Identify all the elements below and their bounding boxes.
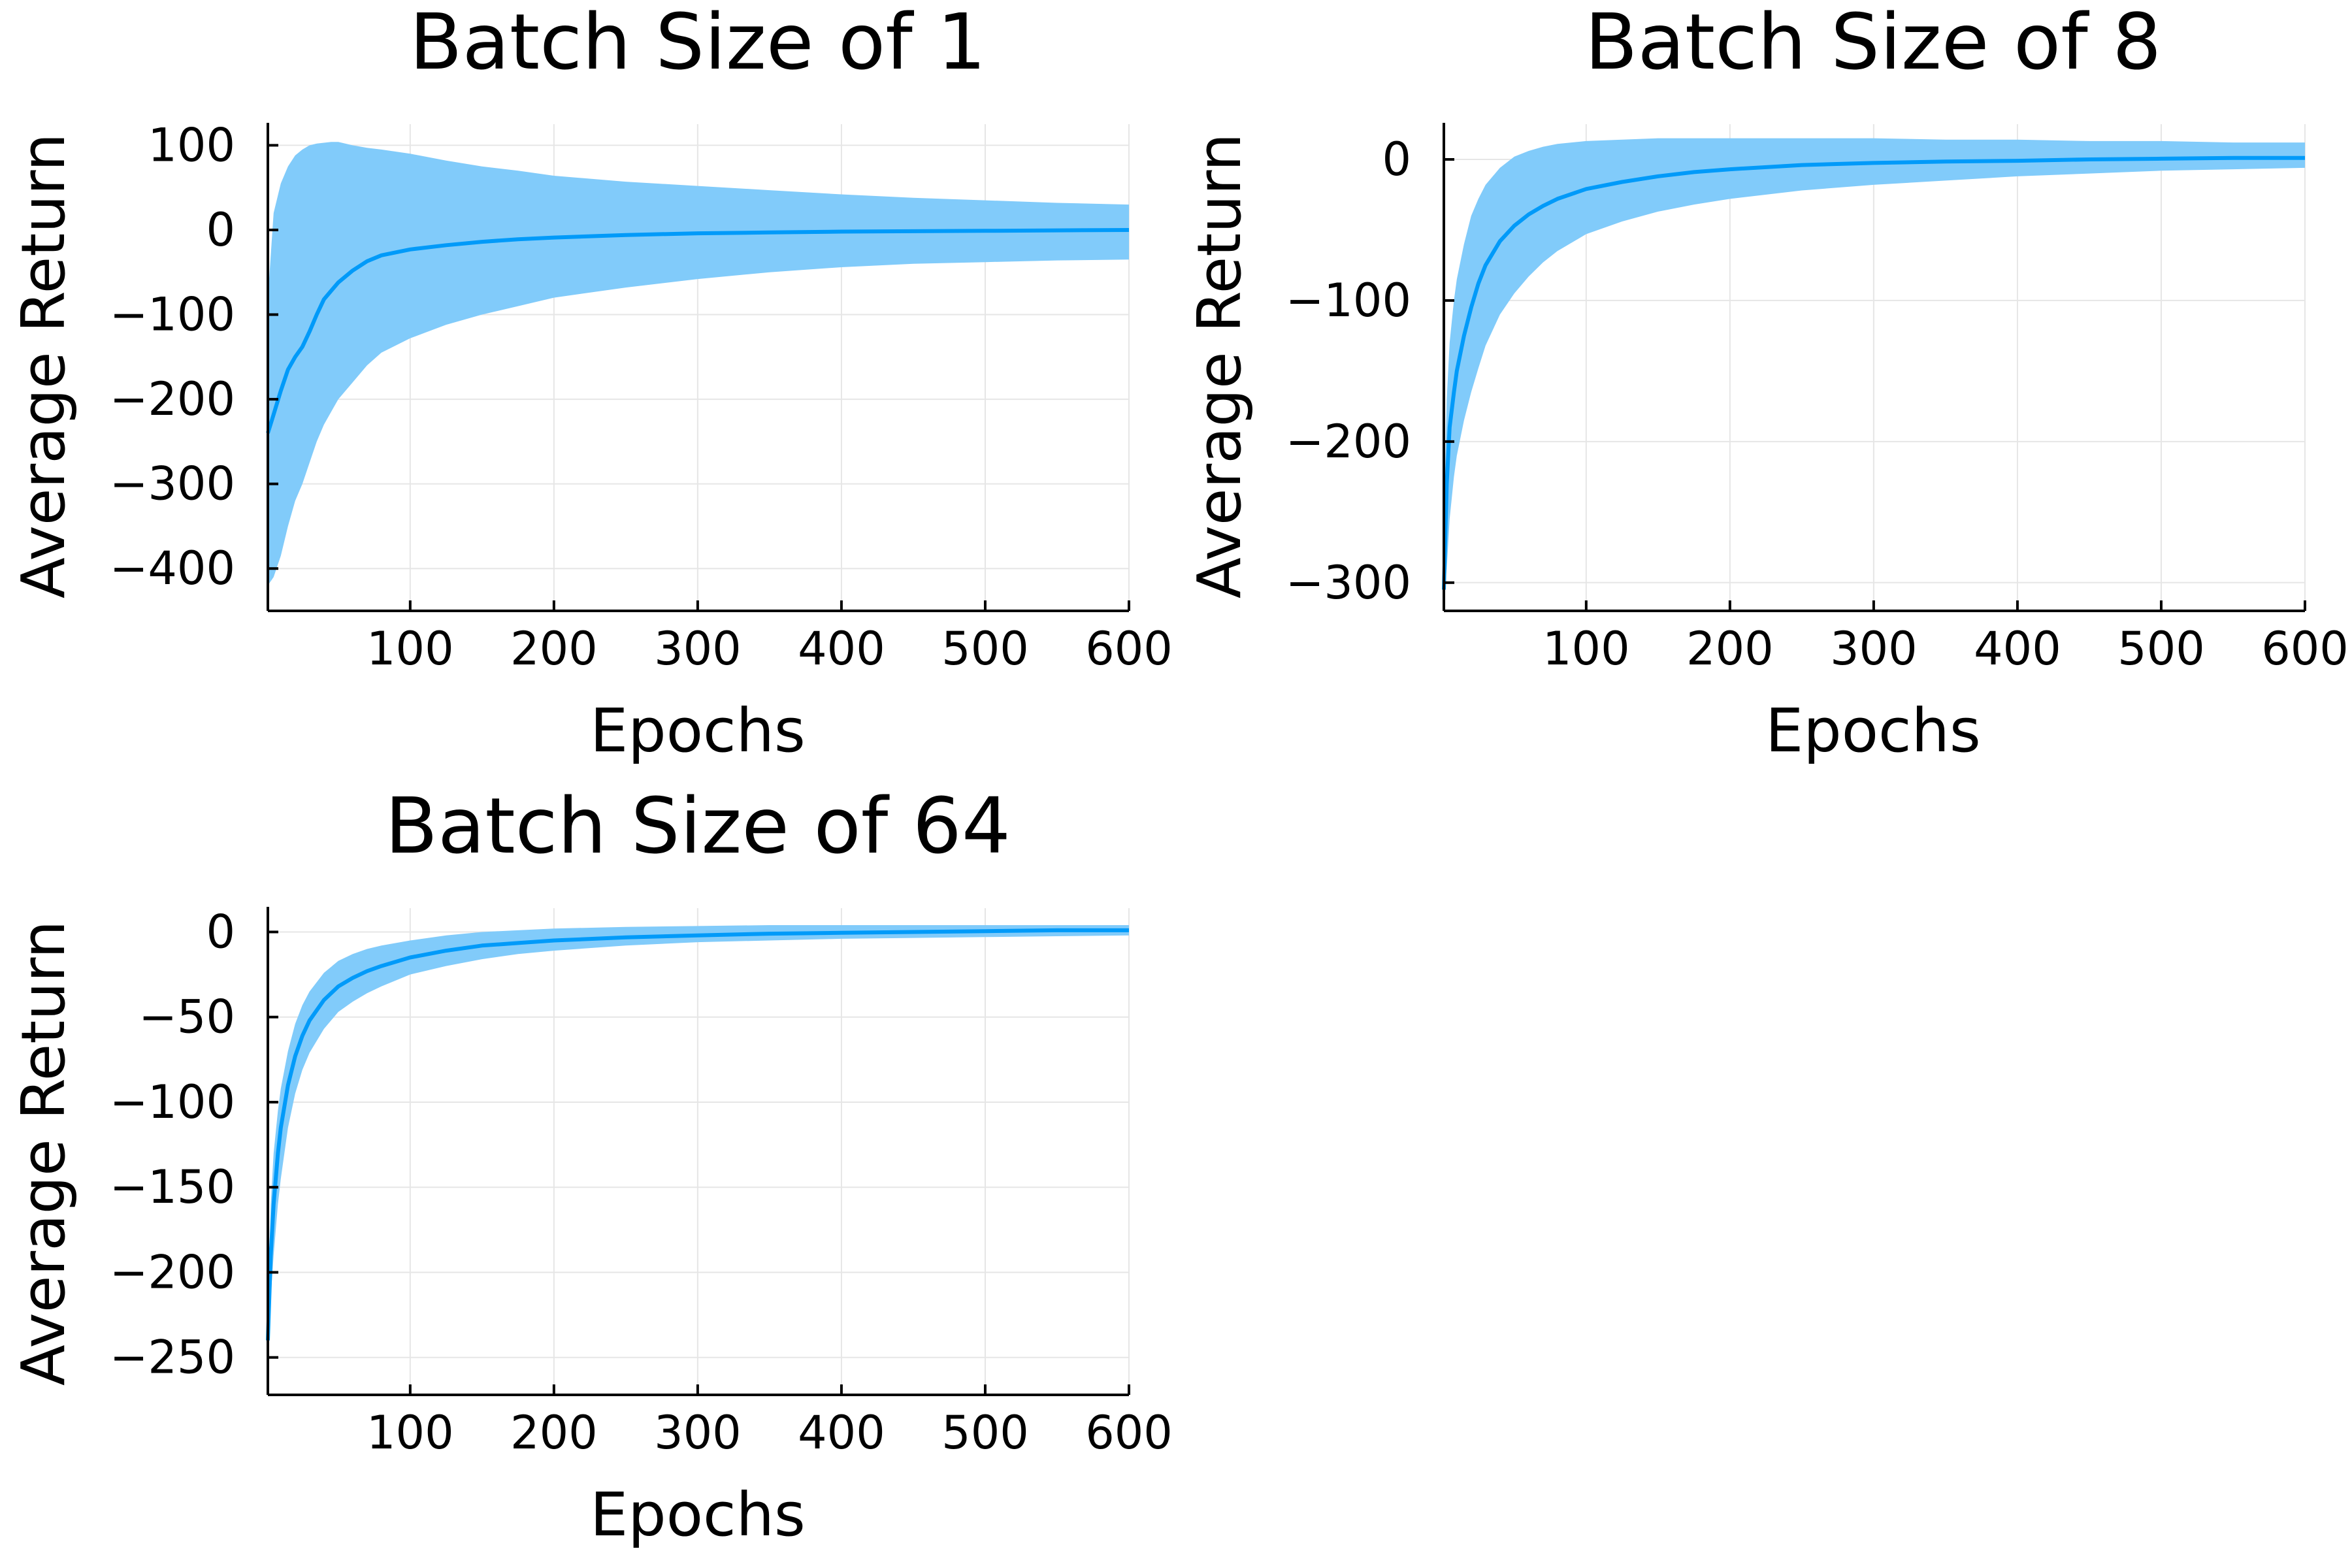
chart-panel-batch-64: Batch Size of 64 Epochs Average Return 1… bbox=[8, 781, 1173, 1550]
x-tick-label: 200 bbox=[510, 622, 598, 676]
x-tick-label: 600 bbox=[1085, 1406, 1173, 1460]
confidence-band bbox=[268, 142, 1129, 586]
chart-panel-batch-8: Batch Size of 8 Epochs Average Return 10… bbox=[1184, 0, 2349, 766]
chart-title: Batch Size of 64 bbox=[385, 781, 1011, 871]
x-tick-label: 400 bbox=[798, 1406, 885, 1460]
confidence-band bbox=[268, 925, 1129, 1366]
x-tick-label: 300 bbox=[1830, 622, 1918, 676]
y-axis-label: Average Return bbox=[1184, 133, 1254, 598]
x-tick-label: 600 bbox=[2261, 622, 2349, 676]
plot-area: 100 200 300 400 500 600 −300 −200 −100 0 bbox=[1286, 123, 2349, 676]
plot-area: 100 200 300 400 500 600 −250 −200 −150 −100 −50 0 bbox=[110, 905, 1173, 1460]
y-axis-label: Average Return bbox=[8, 921, 78, 1386]
x-axis-label: Epochs bbox=[1765, 696, 1981, 766]
y-tick-label: −300 bbox=[1286, 556, 1411, 610]
x-tick-label: 500 bbox=[941, 1406, 1029, 1460]
y-tick-label: −250 bbox=[110, 1331, 235, 1384]
chart-title: Batch Size of 8 bbox=[1585, 0, 2162, 87]
x-tick-label: 200 bbox=[1686, 622, 1774, 676]
chart-title: Batch Size of 1 bbox=[410, 0, 987, 87]
y-tick-label: −100 bbox=[110, 288, 235, 342]
y-tick-label: −100 bbox=[1286, 274, 1411, 327]
x-tick-label: 400 bbox=[798, 622, 885, 676]
y-tick-label: 100 bbox=[148, 118, 235, 172]
x-tick-label: 200 bbox=[510, 1406, 598, 1460]
x-axis-label: Epochs bbox=[590, 696, 806, 766]
x-tick-label: 100 bbox=[367, 1406, 454, 1460]
x-tick-label: 300 bbox=[654, 622, 742, 676]
x-tick-label: 400 bbox=[1974, 622, 2061, 676]
mean-line bbox=[1442, 155, 2305, 590]
y-tick-label: −150 bbox=[110, 1160, 235, 1214]
x-tick-label: 100 bbox=[367, 622, 454, 676]
mean-line bbox=[266, 228, 1130, 434]
y-tick-label: 0 bbox=[206, 203, 235, 257]
y-tick-label: −300 bbox=[110, 457, 235, 511]
plot-area: 100 200 300 400 500 600 −400 −300 −200 −100 0 100 bbox=[110, 118, 1173, 676]
y-tick-label: 0 bbox=[1382, 133, 1411, 186]
y-tick-label: −100 bbox=[110, 1075, 235, 1129]
confidence-band bbox=[1444, 138, 2305, 597]
y-tick-label: −200 bbox=[110, 1245, 235, 1299]
x-tick-label: 500 bbox=[941, 622, 1029, 676]
x-tick-label: 500 bbox=[2117, 622, 2205, 676]
mean-line bbox=[266, 928, 1129, 1341]
y-axis-label: Average Return bbox=[8, 133, 78, 598]
y-tick-label: −50 bbox=[139, 990, 235, 1044]
y-tick-label: −200 bbox=[110, 372, 235, 426]
y-tick-label: 0 bbox=[206, 905, 235, 958]
x-tick-label: 300 bbox=[654, 1406, 742, 1460]
y-tick-label: −400 bbox=[110, 542, 235, 595]
x-axis-label: Epochs bbox=[590, 1480, 806, 1550]
chart-panel-batch-1: Batch Size of 1 Epochs Average Return 10… bbox=[8, 0, 1173, 766]
y-tick-label: −200 bbox=[1286, 415, 1411, 468]
x-tick-label: 600 bbox=[1085, 622, 1173, 676]
x-tick-label: 100 bbox=[1543, 622, 1630, 676]
